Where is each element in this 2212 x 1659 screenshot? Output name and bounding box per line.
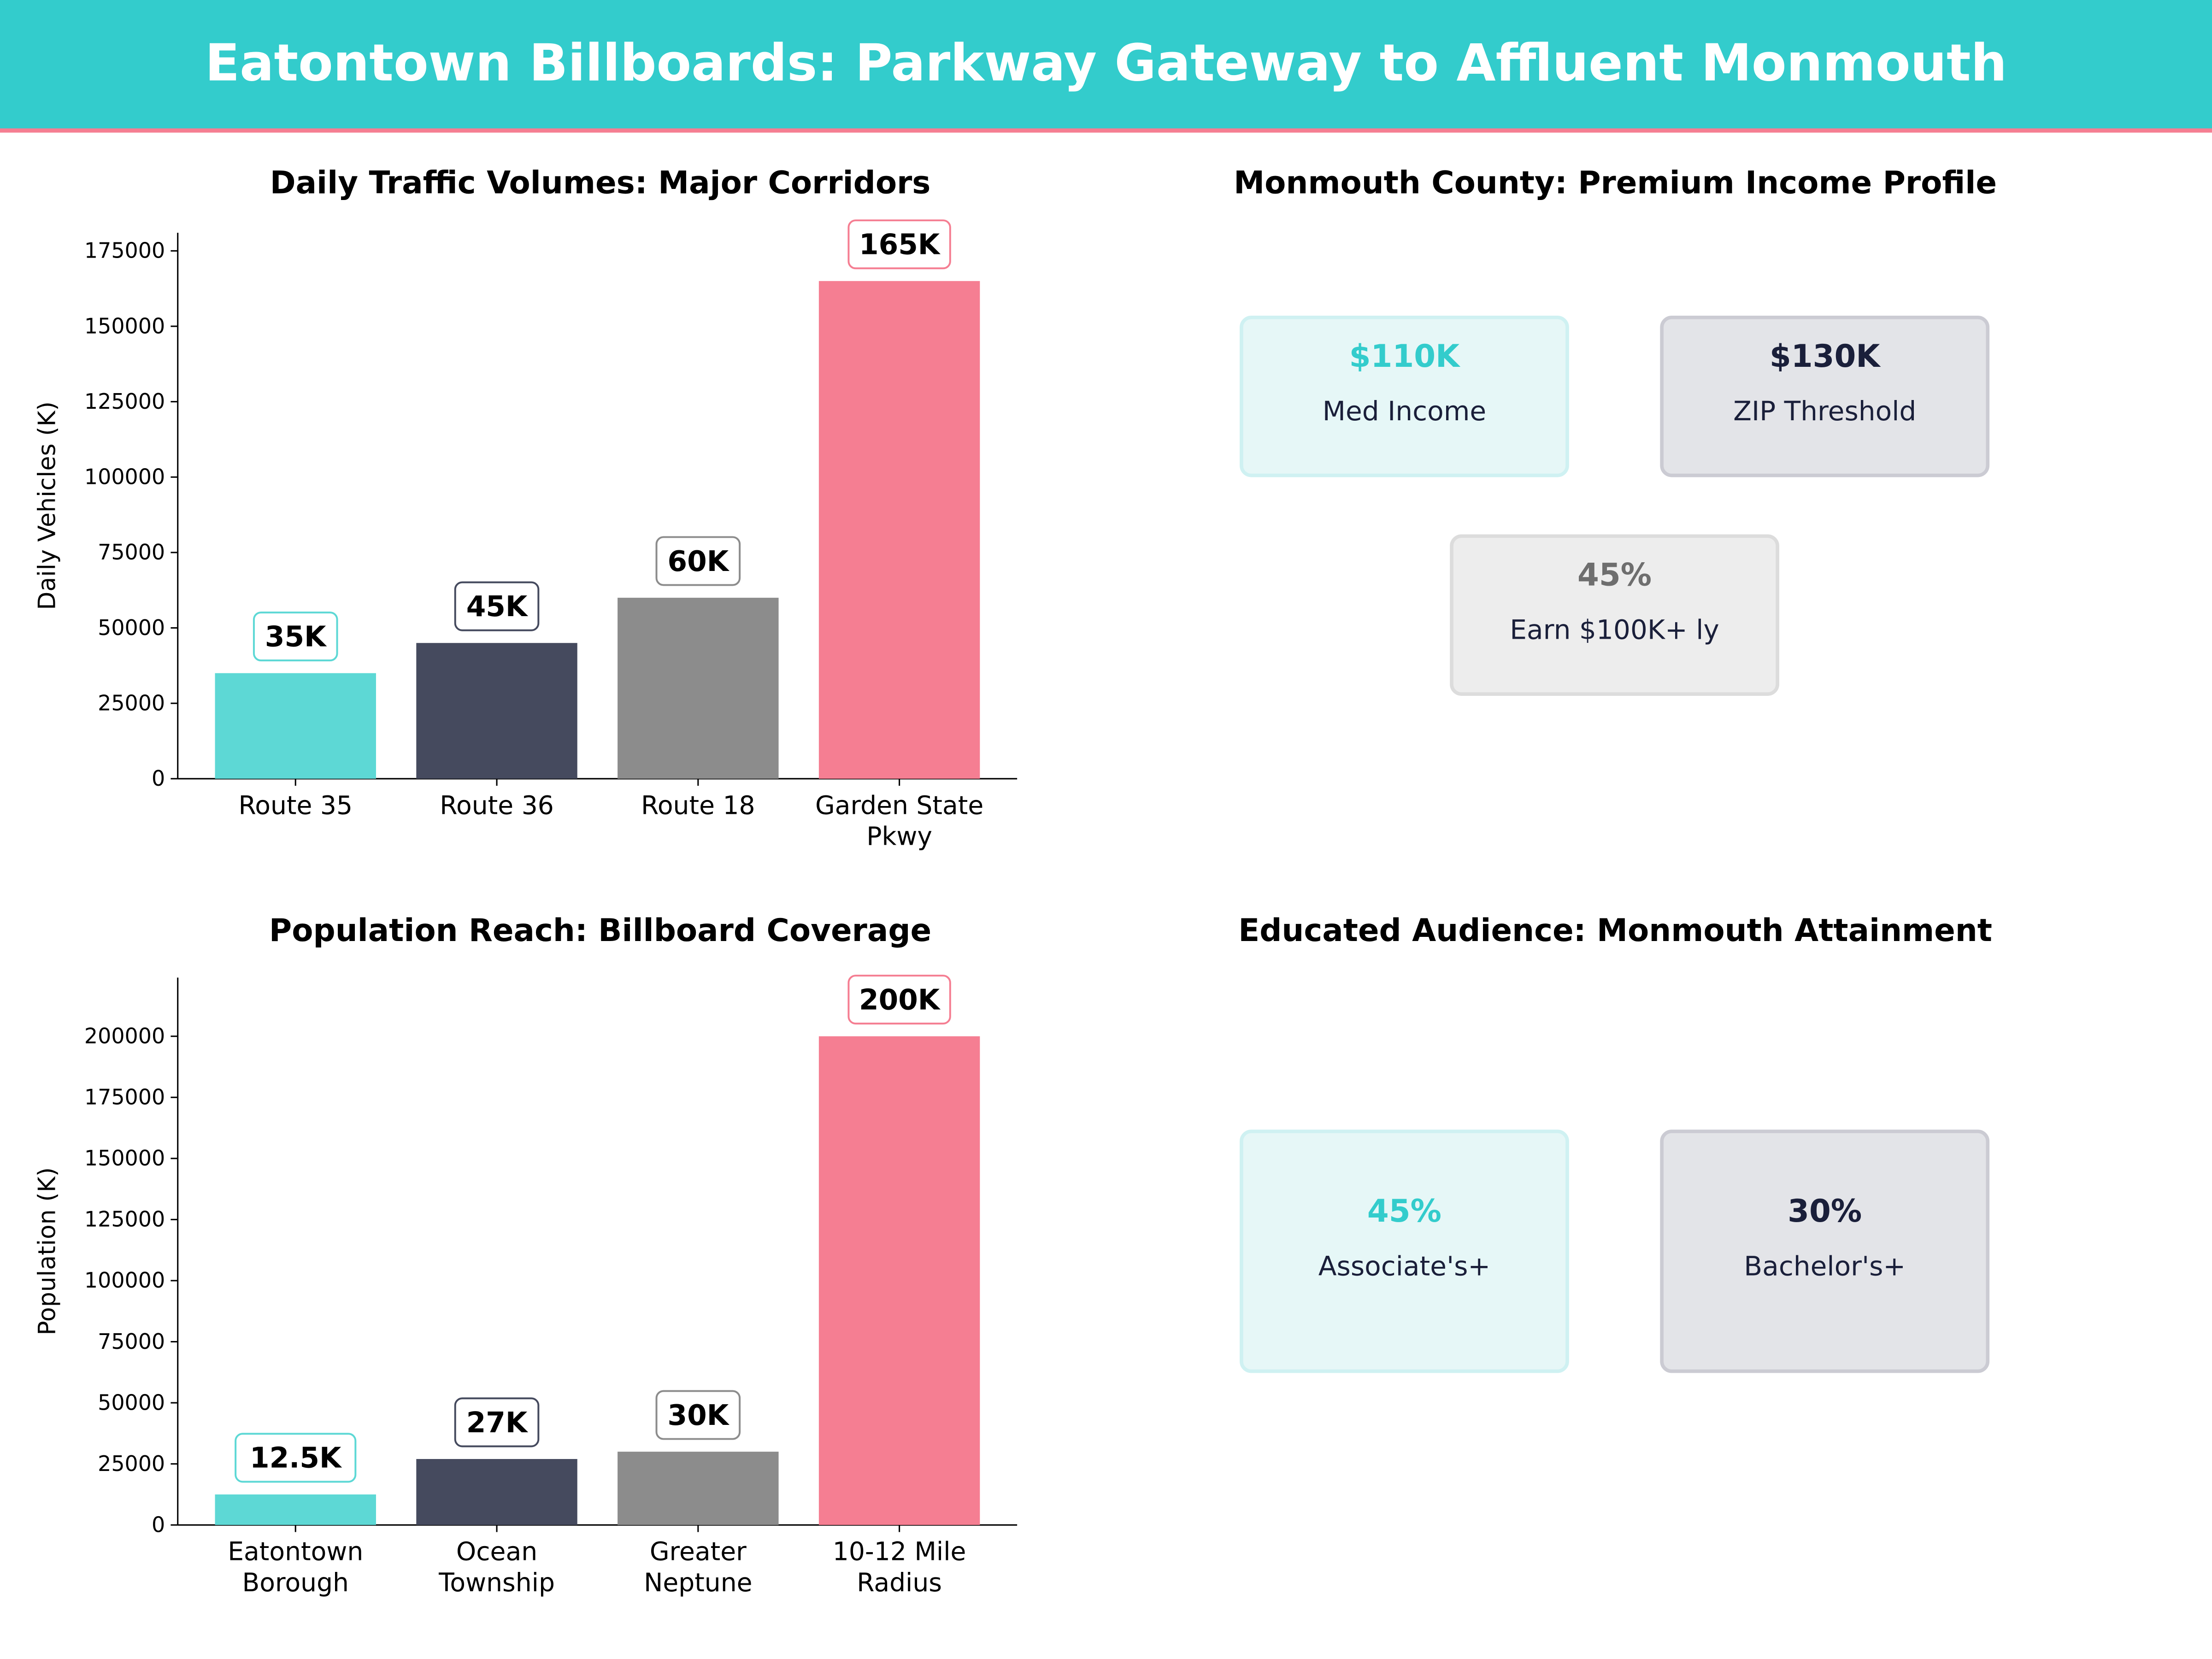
- x-tick-label: Ocean: [456, 1537, 537, 1566]
- y-tick-label: 175000: [84, 238, 165, 263]
- x-tick-label: 10-12 Mile: [833, 1537, 966, 1566]
- x-tick-label: Greater: [650, 1537, 747, 1566]
- y-tick-label: 125000: [84, 1207, 165, 1232]
- card-value: 30%: [1788, 1193, 1862, 1229]
- data-label-box: [454, 581, 540, 631]
- y-tick-label: 75000: [98, 1329, 165, 1354]
- card-label: ZIP Threshold: [1733, 395, 1916, 427]
- bar: [818, 1036, 980, 1525]
- data-label-box: [847, 975, 951, 1025]
- card-background: [1660, 1130, 1990, 1373]
- data-label-box: [847, 219, 951, 270]
- card-label: Associate's+: [1318, 1250, 1490, 1282]
- y-tick-label: 75000: [98, 540, 165, 565]
- stat-card: $110K Med Income: [1240, 315, 1569, 477]
- card-label: Bachelor's+: [1744, 1250, 1906, 1282]
- y-tick-label: 50000: [98, 1390, 165, 1415]
- education-panel-title: Educated Audience: Monmouth Attainment: [1238, 912, 1992, 948]
- stat-card: 45% Earn $100K+ ly: [1450, 534, 1779, 696]
- y-tick-label: 100000: [84, 465, 165, 489]
- x-tick-label: Route 18: [641, 790, 755, 820]
- x-tick-label: Neptune: [644, 1568, 752, 1597]
- bar: [416, 643, 577, 779]
- data-label: 12.5K: [250, 1442, 342, 1475]
- y-tick-label: 100000: [84, 1268, 165, 1293]
- income-cards: $110K Med Income $130K ZIP Threshold 45% Earn…: [1240, 315, 1990, 696]
- data-label: 27K: [466, 1406, 529, 1439]
- chart-title: Population Reach: Billboard Coverage: [269, 912, 931, 948]
- y-tick-label: 150000: [84, 313, 165, 338]
- data-label: 35K: [265, 621, 327, 653]
- income-panel-title: Monmouth County: Premium Income Profile: [1234, 164, 1997, 200]
- bar: [618, 1452, 779, 1525]
- x-tick-label: Borough: [242, 1568, 349, 1597]
- card-label: Med Income: [1323, 395, 1486, 427]
- card-label: Earn $100K+ ly: [1510, 614, 1719, 646]
- data-label-box: [655, 536, 741, 586]
- y-axis-label: Daily Vehicles (K): [33, 401, 61, 610]
- x-tick-label: Route 36: [440, 790, 554, 820]
- data-label-box: [655, 1390, 741, 1440]
- data-label-box: [235, 1433, 357, 1483]
- y-tick-label: 125000: [84, 389, 165, 414]
- bar: [215, 1494, 376, 1525]
- card-background: [1240, 1130, 1569, 1373]
- y-tick-label: 25000: [98, 690, 165, 715]
- data-label: 30K: [668, 1399, 730, 1432]
- card-value: $110K: [1349, 338, 1461, 374]
- x-tick-label: Eatontown: [228, 1537, 363, 1566]
- page-title: Eatontown Billboards: Parkway Gateway to…: [205, 33, 2007, 92]
- header-accent-line: [0, 128, 2212, 133]
- x-tick-label: Pkwy: [866, 822, 932, 851]
- card-value: 45%: [1577, 556, 1652, 593]
- y-tick-label: 175000: [84, 1085, 165, 1110]
- bar: [618, 598, 779, 779]
- y-axis-label: Population (K): [33, 1167, 61, 1335]
- x-tick-label: Radius: [857, 1568, 942, 1597]
- bar: [416, 1459, 577, 1525]
- x-tick-label: Garden State: [815, 790, 983, 820]
- data-label: 60K: [668, 545, 730, 578]
- y-tick-label: 0: [152, 1512, 165, 1537]
- header-bar: [0, 0, 2212, 130]
- card-value: 45%: [1367, 1193, 1441, 1229]
- y-tick-label: 50000: [98, 615, 165, 640]
- y-tick-label: 200000: [84, 1024, 165, 1048]
- stat-card: 30% Bachelor's+: [1660, 1130, 1990, 1373]
- card-value: $130K: [1770, 338, 1881, 374]
- stat-card: 45% Associate's+: [1240, 1130, 1569, 1373]
- x-tick-label: Township: [438, 1568, 555, 1597]
- education-cards: 45% Associate's+ 30% Bachelor's+: [1240, 1130, 1990, 1373]
- data-label: 45K: [466, 590, 529, 623]
- card-background: [1240, 315, 1569, 477]
- y-tick-label: 150000: [84, 1146, 165, 1171]
- card-background: [1660, 315, 1990, 477]
- bar: [215, 673, 376, 779]
- x-tick-label: Route 35: [238, 790, 353, 820]
- data-label-box: [454, 1397, 540, 1447]
- y-tick-label: 25000: [98, 1451, 165, 1476]
- y-tick-label: 0: [152, 766, 165, 791]
- traffic-chart: Daily Traffic Volumes: Major Corridors 0 2…: [33, 164, 1018, 851]
- chart-title: Daily Traffic Volumes: Major Corridors: [270, 164, 931, 200]
- data-label-box: [253, 612, 338, 662]
- data-label: 165K: [859, 229, 941, 261]
- bar: [818, 281, 980, 779]
- stat-card: $130K ZIP Threshold: [1660, 315, 1990, 477]
- population-chart: Population Reach: Billboard Coverage 0 250…: [33, 912, 1018, 1597]
- data-label: 200K: [859, 984, 941, 1017]
- card-background: [1450, 534, 1779, 696]
